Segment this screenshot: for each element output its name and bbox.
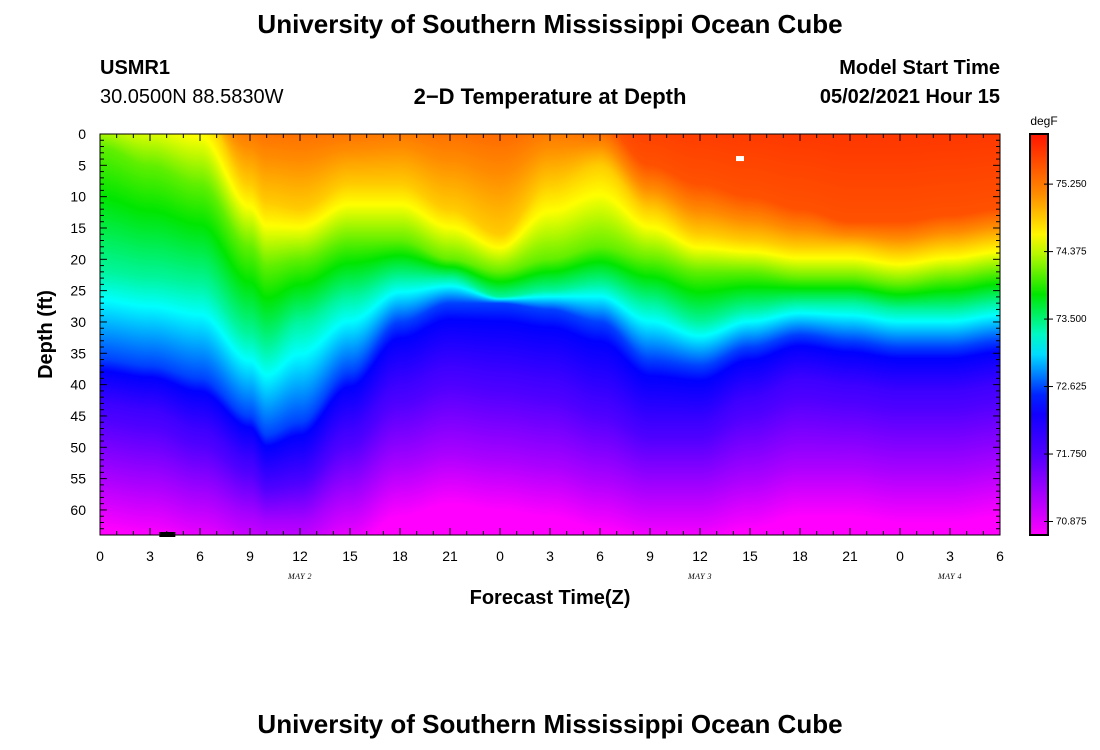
x-tick-label: 0 (896, 548, 904, 564)
x-tick-label: 3 (546, 548, 554, 564)
y-tick-label: 30 (70, 314, 86, 330)
x-tick-label: 0 (96, 548, 104, 564)
y-tick-label: 45 (70, 408, 86, 424)
colorbar-tick-label: 71.750 (1056, 449, 1087, 460)
x-tick-label: 12 (292, 548, 308, 564)
page-title-bottom: University of Southern Mississippi Ocean… (257, 709, 843, 739)
x-date-label: MAY 2 (287, 572, 312, 581)
page-title-top: University of Southern Mississippi Ocean… (257, 9, 843, 39)
station-id: USMR1 (100, 57, 171, 79)
y-tick-label: 40 (70, 377, 86, 393)
x-tick-label: 3 (146, 548, 154, 564)
y-tick-label: 35 (70, 345, 86, 361)
x-tick-label: 0 (496, 548, 504, 564)
station-coords: 30.0500N 88.5830W (100, 86, 284, 108)
model-start-label: Model Start Time (839, 57, 1000, 79)
y-tick-label: 60 (70, 502, 86, 518)
y-tick-label: 10 (70, 189, 86, 205)
x-tick-label: 15 (342, 548, 358, 564)
model-start-value: 05/02/2021 Hour 15 (819, 86, 1000, 108)
x-axis-label: Forecast Time(Z) (470, 587, 631, 609)
y-tick-label: 0 (78, 126, 86, 142)
x-tick-label: 21 (842, 548, 858, 564)
y-tick-label: 55 (70, 471, 86, 487)
colorbar-tick-label: 72.625 (1056, 382, 1087, 393)
y-tick-label: 5 (78, 157, 86, 173)
x-date-label: MAY 3 (687, 572, 712, 581)
colorbar-tick-label: 73.500 (1056, 314, 1087, 325)
x-tick-label: 6 (196, 548, 204, 564)
y-tick-label: 15 (70, 220, 86, 236)
colorbar: 75.250 74.375 73.500 72.625 71.750 70.875 (1029, 133, 1087, 536)
chart-title: 2−D Temperature at Depth (413, 84, 687, 109)
x-tick-label: 18 (792, 548, 808, 564)
heatmap-field (100, 134, 1000, 535)
colorbar-units: degF (1030, 114, 1057, 128)
y-tick-label: 50 (70, 439, 86, 455)
marker-0 (736, 156, 744, 162)
x-tick-label: 3 (946, 548, 954, 564)
x-tick-label: 21 (442, 548, 458, 564)
colorbar-tick-label: 74.375 (1056, 247, 1087, 258)
y-axis: 0 5 10 15 20 25 30 35 40 45 50 55 60 (70, 126, 1000, 536)
x-tick-label: 9 (646, 548, 654, 564)
x-axis: 0 3 6 9 12 15 18 21 0 3 6 9 12 15 18 21 0 3 6 MAY 2 MAY 3 MAY… (96, 134, 1004, 581)
x-tick-label: 9 (246, 548, 254, 564)
x-tick-label: 6 (596, 548, 604, 564)
colorbar-scale (1029, 133, 1049, 536)
colorbar-tick-label: 70.875 (1056, 517, 1087, 528)
colorbar-tick-label: 75.250 (1056, 179, 1087, 190)
x-date-label: MAY 4 (937, 572, 962, 581)
x-tick-label: 6 (996, 548, 1004, 564)
x-tick-label: 12 (692, 548, 708, 564)
x-tick-label: 18 (392, 548, 408, 564)
x-tick-label: 15 (742, 548, 758, 564)
y-tick-label: 25 (70, 283, 86, 299)
y-tick-label: 20 (70, 251, 86, 267)
y-axis-label: Depth (ft) (35, 290, 57, 379)
